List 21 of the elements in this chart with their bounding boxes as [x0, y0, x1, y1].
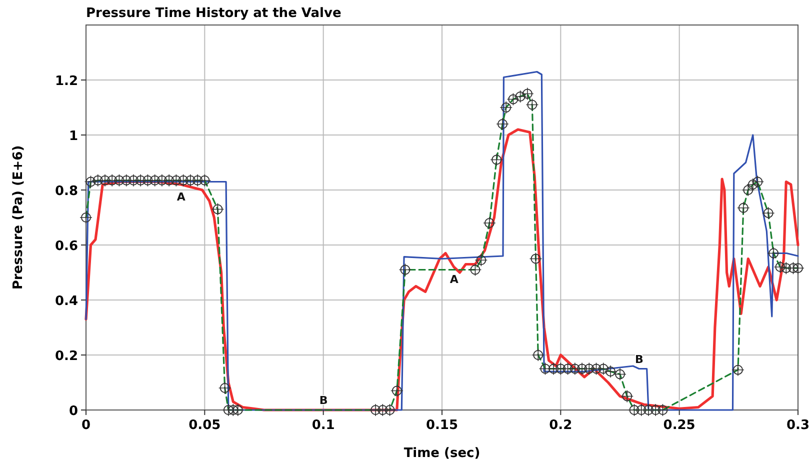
- y-axis-title: Pressure (Pa) (E+6): [11, 145, 26, 290]
- y-tick-label: 0.8: [54, 184, 78, 199]
- series-label: B: [634, 352, 644, 366]
- y-tick-label: 1.2: [54, 74, 78, 89]
- chart-title: Pressure Time History at the Valve: [86, 6, 342, 21]
- x-tick-label: 0.3: [786, 418, 810, 433]
- x-tick-label: 0.1: [312, 418, 335, 433]
- series-label: A: [450, 273, 459, 286]
- x-tick-label: 0.15: [426, 418, 458, 433]
- y-tick-label: 0: [68, 404, 78, 419]
- x-axis-title: Time (sec): [404, 446, 480, 461]
- x-tick-label: 0.25: [663, 418, 696, 433]
- y-tick-label: 0.2: [54, 349, 78, 364]
- y-tick-label: 1: [68, 129, 78, 144]
- text: A: [176, 190, 186, 204]
- x-tick-label: 0: [81, 418, 91, 433]
- text: B: [319, 394, 328, 407]
- x-tick-label: 0.2: [549, 418, 572, 433]
- x-tick-label: 0.05: [188, 418, 221, 433]
- y-tick-label: 0.6: [54, 239, 78, 254]
- y-tick-label: 0.4: [54, 294, 78, 309]
